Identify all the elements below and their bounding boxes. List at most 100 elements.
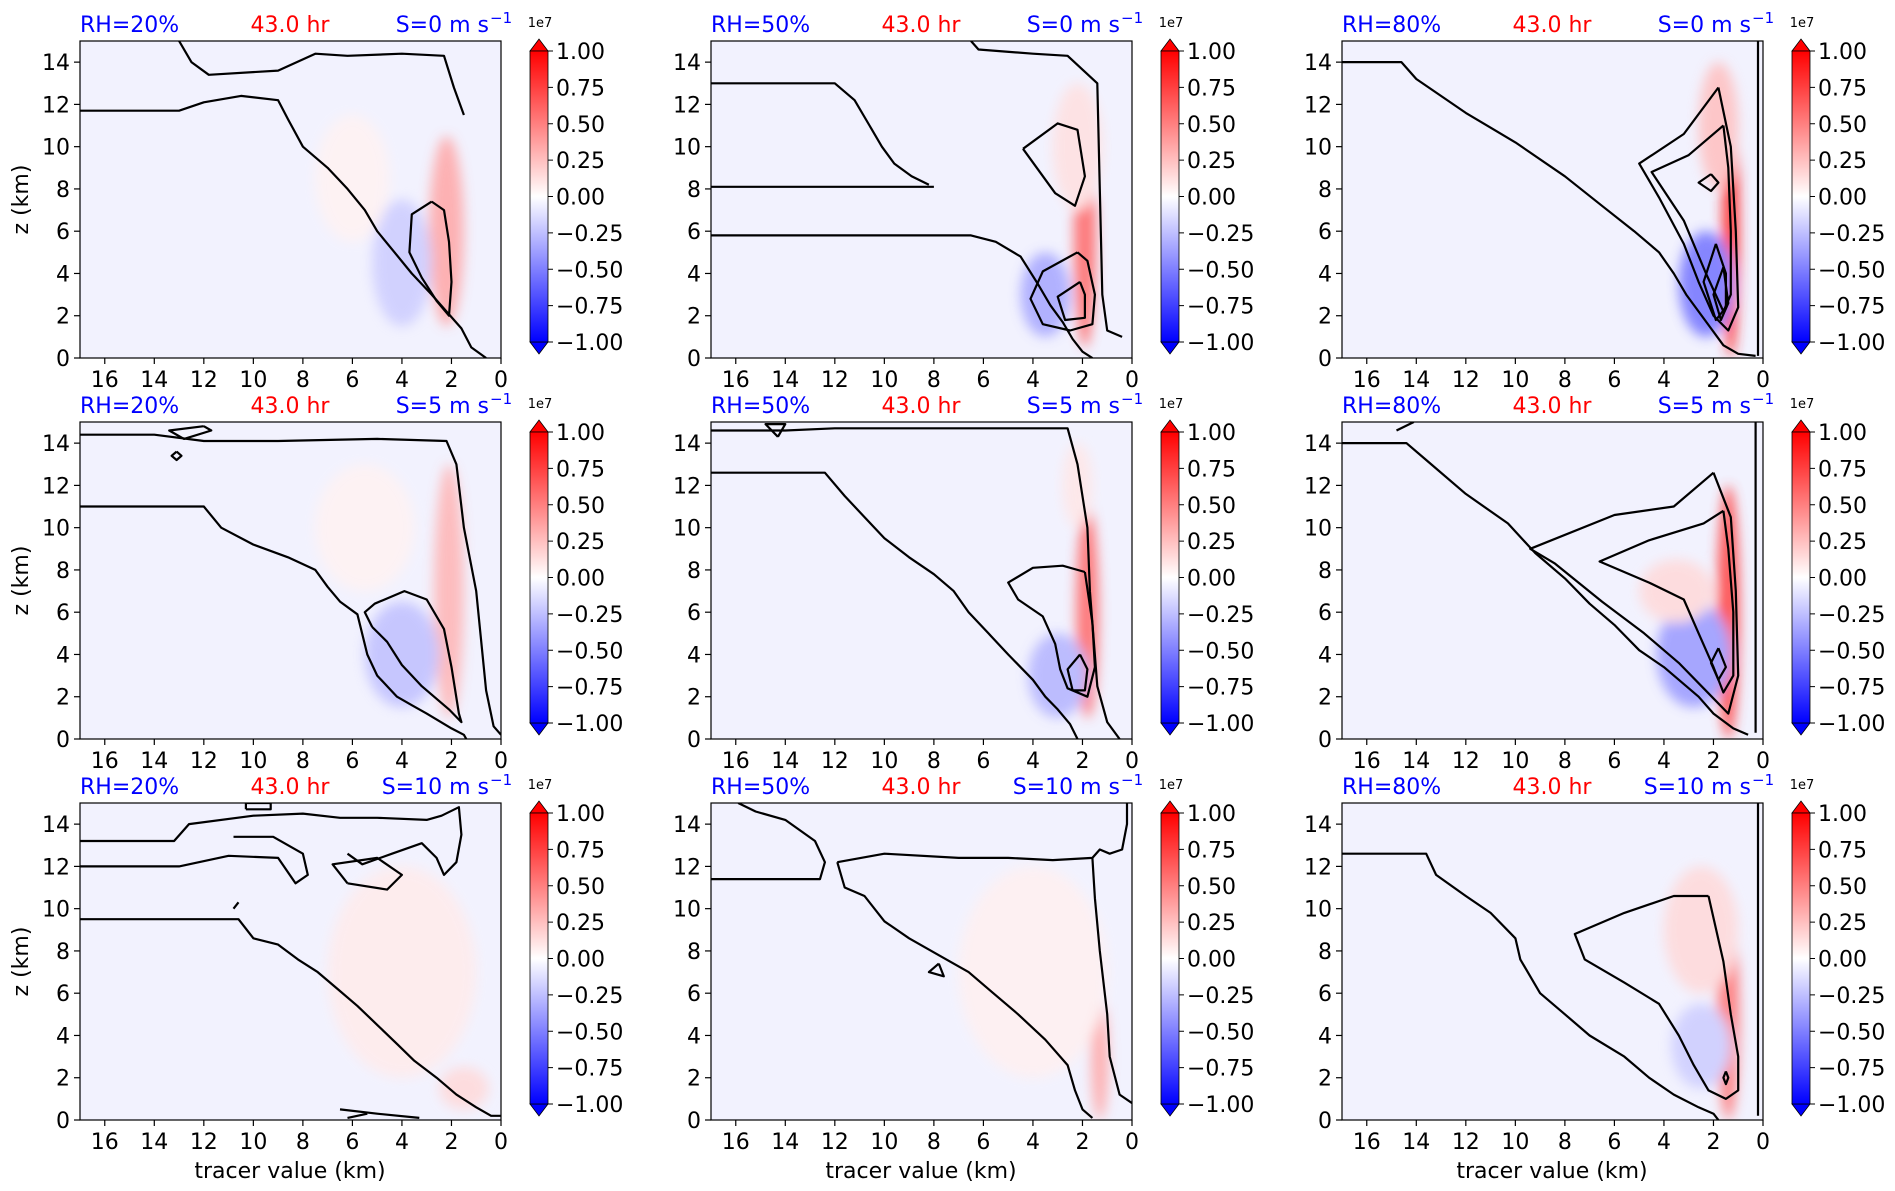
y-tick-label: 2 <box>1318 305 1332 330</box>
contour-line <box>244 803 272 811</box>
x-tick-label: 10 <box>239 1130 267 1155</box>
colorbar-tick-label: 0.00 <box>1187 567 1236 592</box>
x-tick-label: 16 <box>1353 368 1381 393</box>
anomaly-blob <box>315 114 390 242</box>
colorbar-tick-label: 0.75 <box>1818 838 1867 863</box>
contour-line <box>711 82 930 186</box>
y-tick-label: 10 <box>1304 136 1332 161</box>
colorbar-tick-label: 0.25 <box>556 149 605 174</box>
y-tick-label: 14 <box>1304 813 1332 838</box>
y-tick-label: 14 <box>1304 51 1332 76</box>
colorbar-tick-label: 0.00 <box>1187 186 1236 211</box>
colorbar-tick-label: 0.25 <box>1187 911 1236 936</box>
y-tick-label: 4 <box>56 262 70 287</box>
y-tick-label: 8 <box>687 559 701 584</box>
contour-line <box>836 861 1094 1119</box>
x-tick-label: 12 <box>190 749 218 774</box>
y-tick-label: 8 <box>56 940 70 965</box>
shear-unit-exponent: −1 <box>490 390 512 408</box>
colorbar-tick-label: −1.00 <box>1818 712 1885 737</box>
x-tick-label: 0 <box>1125 1130 1139 1155</box>
contour-line <box>1529 471 1740 715</box>
colorbar-tick-label: 1.00 <box>1818 421 1867 446</box>
y-tick-label: 4 <box>1318 262 1332 287</box>
contour-line <box>80 433 501 736</box>
shear-unit-exponent: −1 <box>1121 771 1143 789</box>
rh-label: RH=20% <box>80 775 179 800</box>
anomaly-field <box>958 866 1109 1120</box>
panel: 16 14 12 10 8 6 4 2 0 0 2 4 6 8 10 12 14 RH=80% 43.0 hr S=1… <box>1304 771 1885 1155</box>
shear-unit-exponent: −1 <box>1752 390 1774 408</box>
colorbar-exponent: 1e7 <box>528 16 553 31</box>
anomaly-blob <box>1698 62 1739 189</box>
x-tick-label: 10 <box>1501 749 1529 774</box>
colorbar-tick-label: 0.50 <box>1187 494 1236 519</box>
shear-label: S=10 m s <box>1644 775 1751 800</box>
colorbar-tick-label: 0.00 <box>1187 948 1236 973</box>
contour-line <box>178 41 465 116</box>
contour-line <box>80 505 468 739</box>
colorbar <box>1791 50 1811 343</box>
y-tick-label: 10 <box>1304 898 1332 923</box>
colorbar-extend-max <box>1160 419 1180 433</box>
contour-line <box>1029 251 1097 332</box>
x-tick-label: 10 <box>1501 368 1529 393</box>
x-tick-label: 6 <box>1607 1130 1621 1155</box>
x-tick-label: 0 <box>494 368 508 393</box>
colorbar-tick-label: −0.25 <box>1818 984 1885 1009</box>
rh-label: RH=50% <box>711 775 810 800</box>
y-tick-label: 8 <box>56 559 70 584</box>
colorbar-tick-label: 0.25 <box>1818 530 1867 555</box>
y-axis-label: z (km) <box>9 165 34 235</box>
panel: 16 14 12 10 8 6 4 2 0 0 2 4 6 8 10 12 14 RH=80% 43.0 hr S=5… <box>1304 390 1885 774</box>
colorbar-tick-label: −0.25 <box>1818 222 1885 247</box>
y-tick-label: 6 <box>687 982 701 1007</box>
colorbar-tick-label: −0.75 <box>556 1057 623 1082</box>
colorbar-tick-label: 0.50 <box>1187 113 1236 138</box>
contour-lines <box>80 425 501 739</box>
y-tick-label: 2 <box>56 686 70 711</box>
colorbar-extend-min <box>1791 1103 1811 1117</box>
y-tick-label: 8 <box>1318 559 1332 584</box>
x-tick-label: 4 <box>1026 368 1040 393</box>
contour-line <box>1638 86 1740 332</box>
x-tick-label: 12 <box>821 1130 849 1155</box>
colorbar-tick-label: −0.25 <box>1187 984 1254 1009</box>
x-tick-label: 14 <box>1402 368 1430 393</box>
contour-lines <box>711 41 1123 358</box>
y-tick-label: 14 <box>673 813 701 838</box>
contour-lines <box>1342 803 1760 1120</box>
x-tick-label: 10 <box>870 749 898 774</box>
contour-line <box>347 1112 368 1119</box>
colorbar-extend-max <box>1160 38 1180 52</box>
x-tick-label: 16 <box>91 1130 119 1155</box>
y-tick-label: 14 <box>1304 432 1332 457</box>
x-tick-label: 8 <box>1558 1130 1572 1155</box>
contour-line <box>1056 280 1087 322</box>
x-tick-label: 12 <box>190 1130 218 1155</box>
x-tick-label: 6 <box>976 1130 990 1155</box>
colorbar-tick-label: 0.25 <box>556 530 605 555</box>
contour-lines <box>1342 422 1757 736</box>
contour-line <box>363 589 463 724</box>
rh-label: RH=80% <box>1342 13 1441 38</box>
contour-line <box>764 423 787 438</box>
colorbar-extend-min <box>1160 1103 1180 1117</box>
colorbar-tick-label: −1.00 <box>1187 712 1254 737</box>
y-tick-label: 4 <box>687 262 701 287</box>
x-tick-label: 16 <box>91 749 119 774</box>
x-tick-label: 2 <box>444 1130 458 1155</box>
colorbar-tick-label: 1.00 <box>1818 802 1867 827</box>
contour-line <box>1598 509 1735 694</box>
colorbar-tick-label: 0.75 <box>556 457 605 482</box>
time-label: 43.0 hr <box>251 13 331 38</box>
colorbar-tick-label: 0.50 <box>556 113 605 138</box>
colorbar-tick-label: −0.25 <box>556 222 623 247</box>
colorbar-tick-label: 0.50 <box>1818 113 1867 138</box>
colorbar-tick-label: −1.00 <box>1818 331 1885 356</box>
colorbar-tick-label: 0.25 <box>1818 149 1867 174</box>
colorbar-tick-label: 1.00 <box>1187 40 1236 65</box>
x-tick-label: 16 <box>1353 749 1381 774</box>
colorbar-tick-label: −1.00 <box>1818 1093 1885 1118</box>
x-axis-label: tracer value (km) <box>825 1159 1016 1184</box>
